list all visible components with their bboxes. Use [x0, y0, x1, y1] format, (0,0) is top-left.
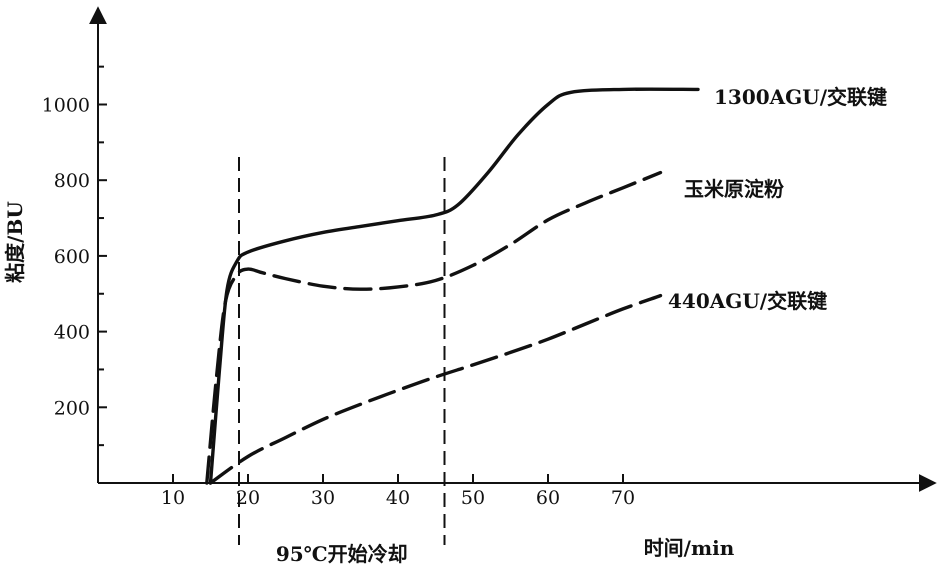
y-tick-label: 1000	[42, 95, 90, 117]
series-label-native-corn-starch: 玉米原淀粉	[684, 177, 784, 201]
y-ticks: 200 400 600 800 1000	[42, 65, 107, 447]
series-layer	[205, 87, 700, 485]
y-tick-label: 400	[54, 322, 90, 344]
x-tick-label: 30	[311, 487, 335, 509]
x-axis-title: 时间/min	[644, 536, 735, 560]
series-line-native-corn-starch	[205, 170, 663, 485]
x-tick-label: 10	[161, 487, 185, 509]
cooling-annotation: 95℃开始冷却	[276, 542, 408, 566]
cooling-markers	[238, 157, 446, 545]
y-tick-label: 200	[54, 397, 90, 419]
x-tick-label: 40	[386, 487, 410, 509]
y-axis-title: 粘度/BU	[3, 201, 27, 283]
series-line-440agu	[208, 293, 663, 485]
x-tick-label: 20	[236, 487, 260, 509]
y-tick-label: 600	[54, 246, 90, 268]
y-tick-label: 800	[54, 170, 90, 192]
x-tick-label: 60	[536, 487, 560, 509]
x-tick-label: 50	[461, 487, 485, 509]
x-ticks: 10 20 30 40 50 60 70	[161, 474, 635, 509]
series-line-1300agu	[208, 87, 700, 485]
x-tick-label: 70	[611, 487, 635, 509]
series-label-440agu: 440AGU/交联键	[668, 289, 827, 313]
series-label-1300agu: 1300AGU/交联键	[714, 85, 887, 109]
